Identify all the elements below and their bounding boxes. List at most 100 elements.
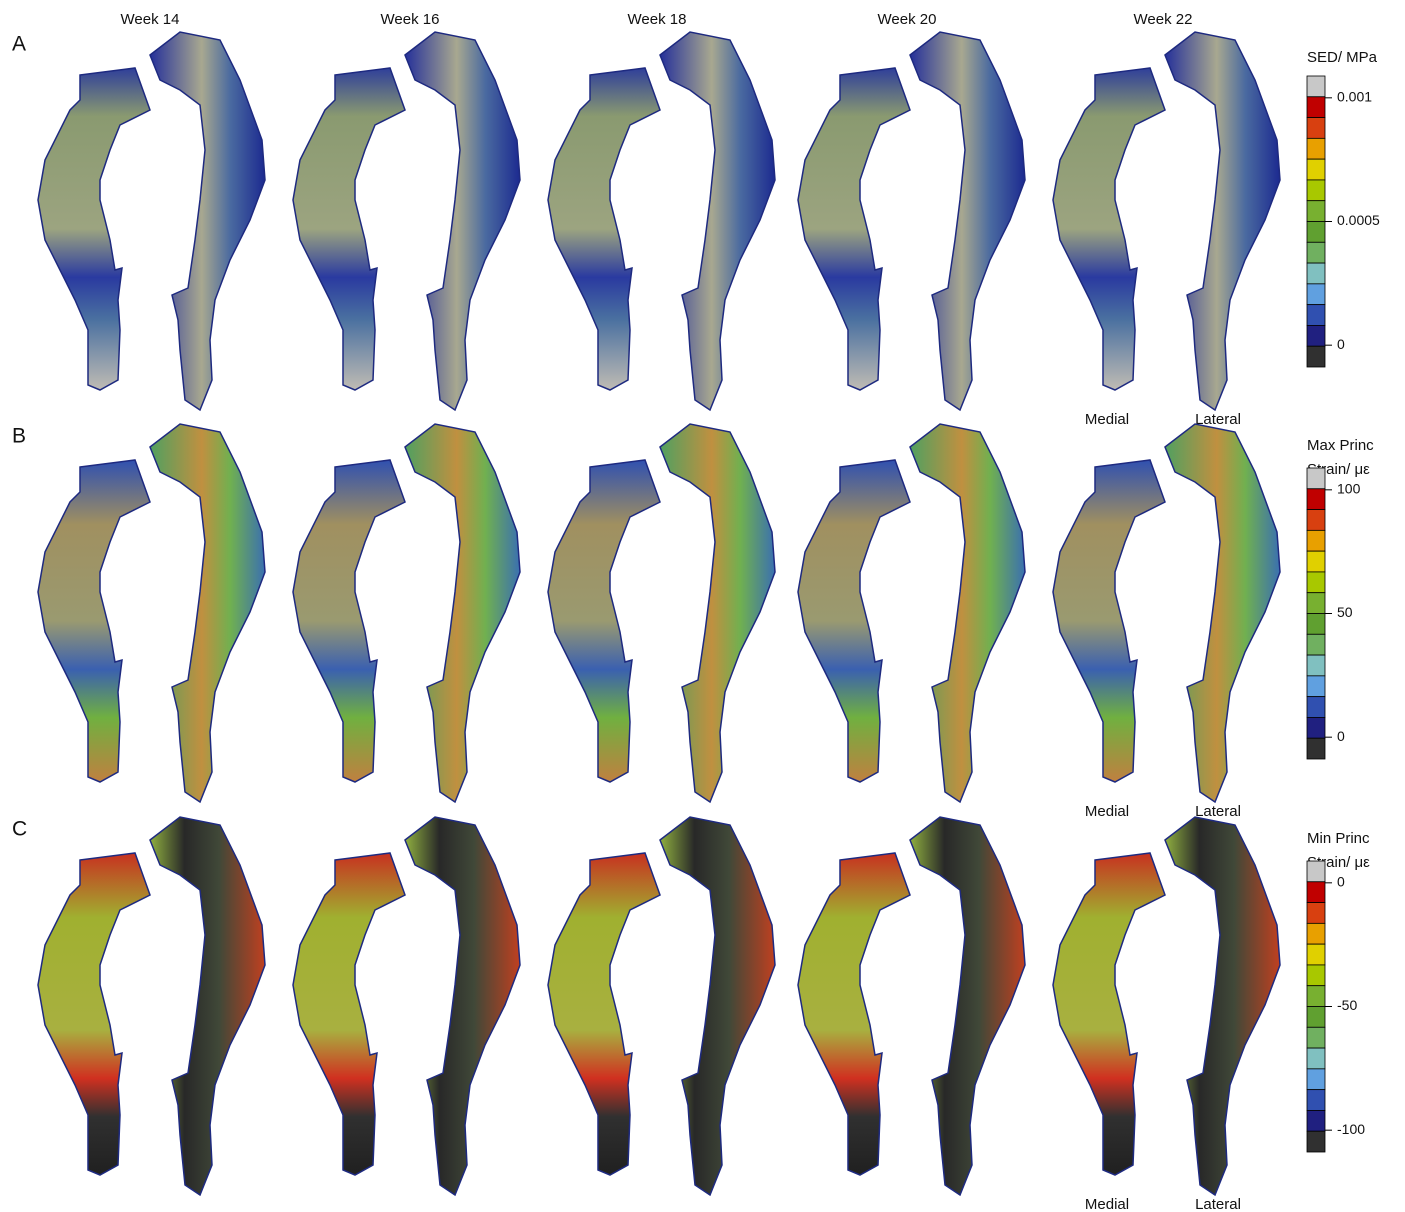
- colorbar-segment: [1307, 1110, 1325, 1131]
- lateral-bone: [660, 424, 775, 802]
- medial-bone: [548, 853, 660, 1175]
- lateral-bone: [405, 424, 520, 802]
- bone-pair: [293, 424, 520, 802]
- lateral-bone: [150, 817, 265, 1195]
- figure: Week 14Week 16Week 18Week 20Week 22AMedi…: [0, 0, 1405, 1212]
- colorbar-tick-label: 50: [1337, 604, 1353, 620]
- colorbar-segment: [1307, 489, 1325, 510]
- colorbar-segment: [1307, 697, 1325, 718]
- colorbar-tick-label: -50: [1337, 997, 1357, 1013]
- bone-pair: [548, 424, 775, 802]
- lateral-bone: [405, 32, 520, 410]
- colorbar-segment: [1307, 222, 1325, 243]
- bone-pair: [38, 817, 265, 1195]
- colorbar-segment: [1307, 468, 1325, 489]
- colorbar-segment: [1307, 634, 1325, 655]
- column-header: Week 22: [1134, 11, 1193, 28]
- colorbar-segment: [1307, 614, 1325, 635]
- colorbar-tick-label: 0: [1337, 874, 1345, 890]
- lateral-bone: [1165, 32, 1280, 410]
- colorbar-segment: [1307, 676, 1325, 697]
- colorbar-segment: [1307, 1048, 1325, 1069]
- medial-bone: [798, 853, 910, 1175]
- bone-pair: [293, 32, 520, 410]
- bone-pair: [798, 32, 1025, 410]
- lateral-bone: [660, 32, 775, 410]
- medial-bone: [293, 853, 405, 1175]
- colorbar-segment: [1307, 242, 1325, 263]
- colorbar-segment: [1307, 923, 1325, 944]
- legend-title: Max Princ: [1307, 437, 1374, 454]
- medial-bone: [293, 460, 405, 782]
- medial-bone: [38, 460, 150, 782]
- column-header: Week 20: [878, 11, 937, 28]
- medial-bone: [798, 68, 910, 390]
- medial-bone: [1053, 853, 1165, 1175]
- bone-pair: [1053, 424, 1280, 802]
- colorbar-segment: [1307, 305, 1325, 326]
- colorbar-segment: [1307, 325, 1325, 346]
- colorbar-segment: [1307, 903, 1325, 924]
- colorbar-segment: [1307, 717, 1325, 738]
- medial-bone: [38, 68, 150, 390]
- colorbar-segment: [1307, 159, 1325, 180]
- row-label: A: [12, 33, 26, 56]
- medial-bone: [1053, 68, 1165, 390]
- colorbar-segment: [1307, 97, 1325, 118]
- medial-bone: [548, 460, 660, 782]
- bone-pair: [1053, 817, 1280, 1195]
- colorbar-segment: [1307, 201, 1325, 222]
- view-label: Medial: [1085, 411, 1129, 428]
- lateral-bone: [910, 32, 1025, 410]
- colorbar-segment: [1307, 965, 1325, 986]
- colorbar-segment: [1307, 986, 1325, 1007]
- colorbar-segment: [1307, 572, 1325, 593]
- colorbar-segment: [1307, 76, 1325, 97]
- bone-pair: [38, 424, 265, 802]
- lateral-bone: [660, 817, 775, 1195]
- legend-title: Min Princ: [1307, 830, 1370, 847]
- colorbar-segment: [1307, 284, 1325, 305]
- colorbar-segment: [1307, 738, 1325, 759]
- bone-pair: [1053, 32, 1280, 410]
- row-label: B: [12, 425, 26, 448]
- lateral-bone: [150, 424, 265, 802]
- lateral-bone: [1165, 817, 1280, 1195]
- column-header: Week 14: [121, 11, 180, 28]
- legend-title: SED/ MPa: [1307, 49, 1378, 66]
- colorbar-segment: [1307, 1069, 1325, 1090]
- bone-pair: [548, 32, 775, 410]
- colorbar-tick-label: 0.001: [1337, 89, 1372, 105]
- medial-bone: [548, 68, 660, 390]
- colorbar-segment: [1307, 1131, 1325, 1152]
- lateral-bone: [1165, 424, 1280, 802]
- lateral-bone: [150, 32, 265, 410]
- bone-pair: [798, 817, 1025, 1195]
- colorbar-segment: [1307, 655, 1325, 676]
- colorbar-segment: [1307, 1007, 1325, 1028]
- colorbar-tick-label: 0: [1337, 336, 1345, 352]
- colorbar-segment: [1307, 593, 1325, 614]
- colorbar-segment: [1307, 551, 1325, 572]
- colorbar-segment: [1307, 530, 1325, 551]
- colorbar-tick-label: 0: [1337, 728, 1345, 744]
- lateral-bone: [405, 817, 520, 1195]
- medial-bone: [38, 853, 150, 1175]
- view-label: Medial: [1085, 803, 1129, 820]
- row-label: C: [12, 818, 27, 841]
- colorbar-segment: [1307, 138, 1325, 159]
- lateral-bone: [910, 424, 1025, 802]
- colorbar-segment: [1307, 510, 1325, 531]
- colorbar-segment: [1307, 180, 1325, 201]
- medial-bone: [798, 460, 910, 782]
- bone-pair: [798, 424, 1025, 802]
- colorbar-segment: [1307, 861, 1325, 882]
- colorbar-segment: [1307, 118, 1325, 139]
- colorbar-segment: [1307, 944, 1325, 965]
- bone-pair: [548, 817, 775, 1195]
- view-label: Medial: [1085, 1196, 1129, 1212]
- colorbar-segment: [1307, 346, 1325, 367]
- column-header: Week 18: [628, 11, 687, 28]
- view-label: Lateral: [1195, 803, 1241, 820]
- view-label: Lateral: [1195, 1196, 1241, 1212]
